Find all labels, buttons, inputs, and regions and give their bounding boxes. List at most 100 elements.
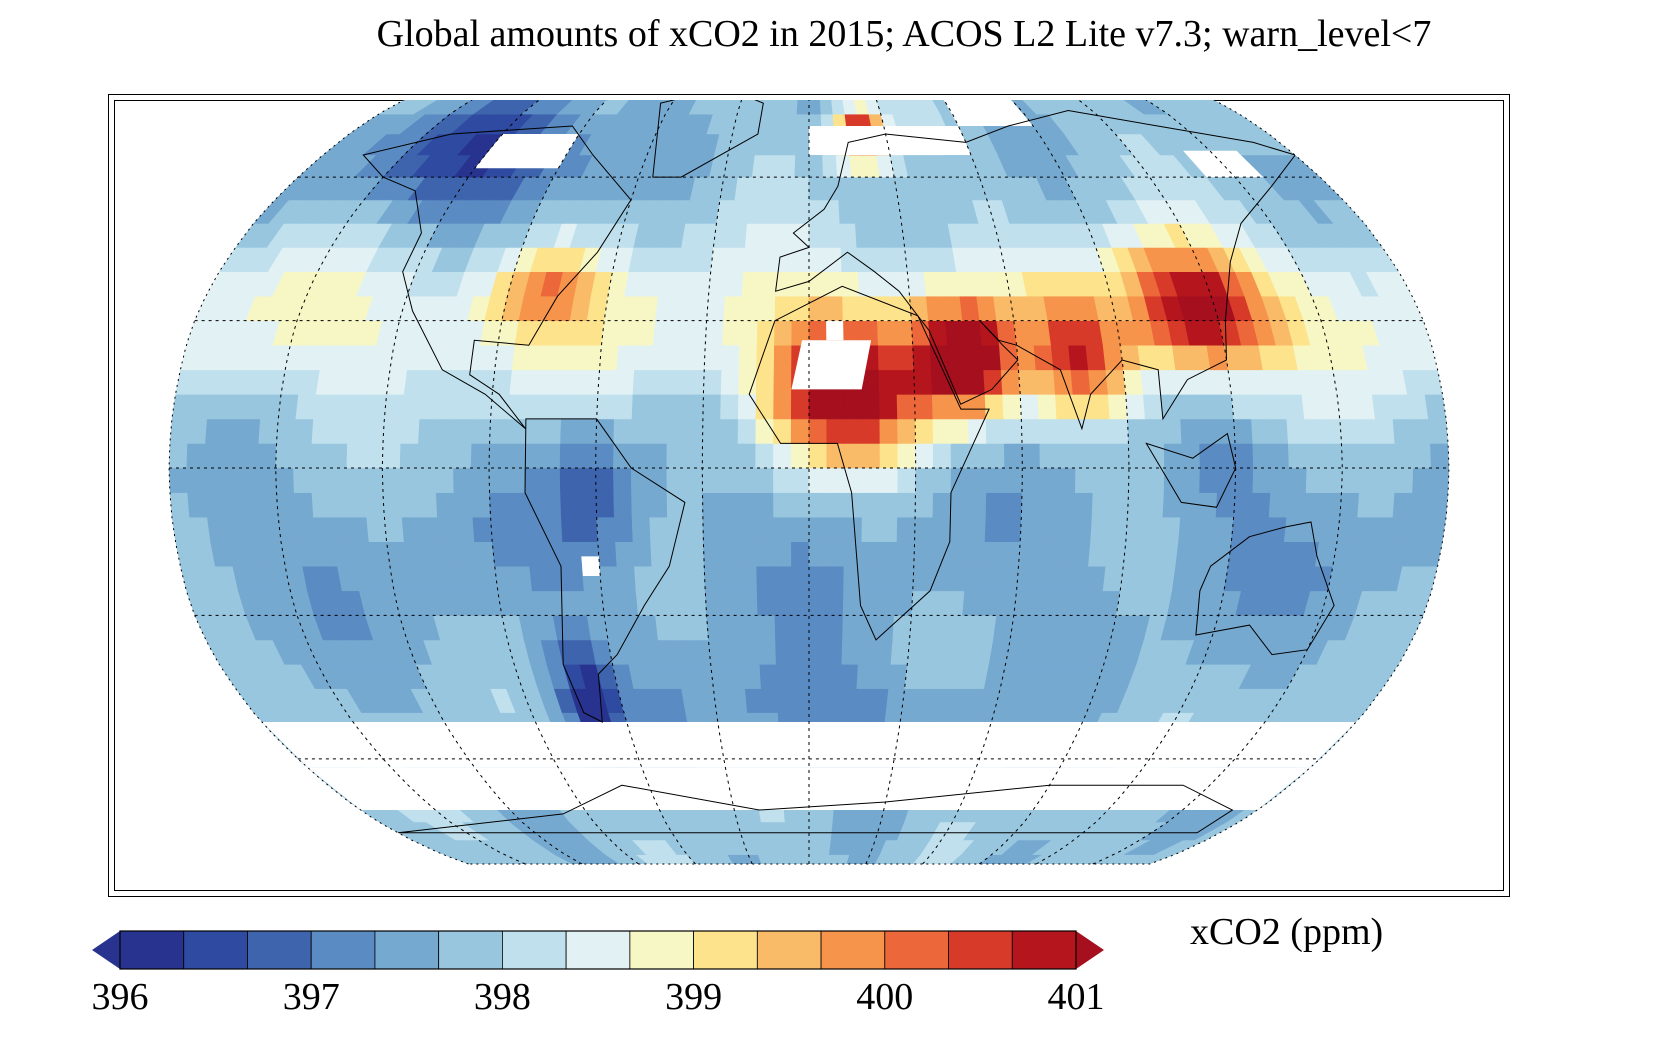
xco2-cell [260, 516, 282, 543]
xco2-cell [790, 516, 810, 543]
colorbar-segment [1011, 930, 1077, 970]
xco2-cell [739, 320, 759, 346]
colorbar-segment [183, 930, 248, 970]
xco2-cell [1251, 492, 1271, 518]
xco2-cell [879, 516, 898, 543]
xco2-cell [346, 443, 366, 469]
xco2-cell [755, 393, 775, 420]
xco2-cell [996, 590, 1017, 616]
xco2-cell [1140, 541, 1162, 567]
xco2-cell [1095, 100, 1134, 115]
xco2-cell [579, 369, 600, 395]
xco2-cell [560, 418, 580, 444]
xco2-cell [418, 418, 438, 444]
xco2-cell [756, 565, 775, 592]
xco2-cell [895, 344, 915, 371]
xco2-cell [418, 492, 438, 518]
xco2-cell [983, 541, 1003, 567]
xco2-cell [950, 443, 970, 469]
xco2-cell [1021, 443, 1041, 469]
xco2-cell [657, 271, 679, 297]
xco2-cell [421, 541, 443, 567]
xco2-cell [615, 541, 635, 567]
xco2-cell [684, 393, 704, 420]
xco2-cell [1016, 565, 1037, 592]
xco2-cell [648, 418, 668, 444]
xco2-cell [403, 369, 426, 395]
xco2-cell [1213, 393, 1235, 420]
xco2-cell [1092, 443, 1112, 469]
xco2-cell [764, 176, 781, 201]
xco2-cell [260, 393, 282, 420]
xco2-cell [1215, 492, 1236, 518]
coastline [652, 100, 764, 178]
xco2-cell [808, 176, 825, 201]
xco2-cell [206, 516, 229, 543]
xco2-cell [1251, 418, 1271, 444]
xco2-cell [877, 344, 897, 371]
xco2-cell [719, 467, 739, 493]
xco2-cell [489, 492, 509, 518]
xco2-cell [1019, 516, 1040, 543]
xco2-cell [1304, 418, 1325, 444]
xco2-cell [755, 516, 775, 543]
xco2-cell [1428, 492, 1449, 518]
xco2-cell [471, 492, 491, 518]
xco2-cell [1210, 541, 1232, 567]
xco2-cell [808, 688, 826, 713]
xco2-cell [719, 418, 739, 444]
xco2-cell [595, 443, 615, 469]
xco2-cell [911, 590, 931, 616]
xco2-cell [595, 492, 615, 518]
xco2-cell [1122, 541, 1144, 567]
xco2-cell [700, 100, 722, 115]
xco2-cell [786, 839, 800, 855]
xco2-cell [950, 418, 970, 444]
xco2-cell [472, 100, 512, 115]
xco2-cell [808, 854, 820, 864]
xco2-cell [942, 295, 963, 321]
xco2-cell [702, 418, 721, 444]
xco2-cell [737, 443, 757, 469]
graticule-meridian [1035, 100, 1237, 865]
xco2-cell [1040, 100, 1074, 115]
xco2-cell [616, 100, 644, 115]
xco2-cell [1371, 516, 1394, 543]
xco2-cell [825, 565, 845, 592]
xco2-cell [825, 271, 843, 297]
xco2-cell [366, 393, 387, 420]
xco2-cell [597, 541, 618, 567]
xco2-cell [424, 100, 468, 115]
xco2-cell [773, 443, 792, 469]
xco2-cell [491, 369, 513, 395]
xco2-cell [686, 344, 706, 371]
xco2-cell [737, 393, 757, 420]
xco2-cell [388, 100, 435, 115]
xco2-cell [471, 418, 491, 444]
xco2-cell [1341, 443, 1361, 469]
xco2-cell [295, 516, 317, 543]
xco2-cell [1323, 467, 1343, 493]
xco2-cell [870, 688, 890, 713]
xco2-cell [1039, 467, 1059, 493]
xco2-cell [1139, 100, 1182, 115]
xco2-cell [798, 854, 810, 864]
xco2-cell [914, 516, 934, 543]
xco2-cell [276, 492, 297, 518]
xco2-cell [879, 492, 899, 518]
xco2-cell [731, 199, 750, 224]
xco2-cell [1003, 418, 1023, 444]
xco2-cell [878, 369, 898, 395]
xco2-cell [560, 492, 580, 518]
xco2-cell [1038, 418, 1058, 444]
xco2-cell [329, 418, 350, 444]
coastline [775, 109, 1297, 431]
xco2-cell [399, 443, 419, 469]
xco2-cell [911, 320, 931, 346]
xco2-cell [577, 467, 597, 493]
xco2-cell [413, 100, 457, 115]
xco2-cell [852, 100, 870, 115]
colorbar-segment [247, 930, 312, 970]
xco2-cell [454, 516, 475, 543]
xco2-cell [984, 516, 1005, 543]
